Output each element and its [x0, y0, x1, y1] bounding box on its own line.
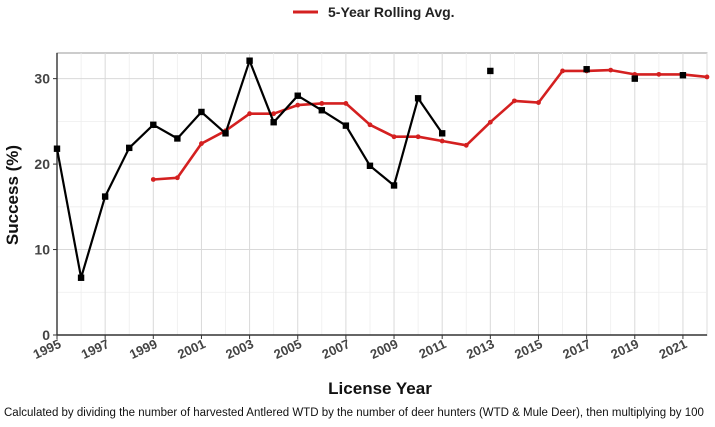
rolling-avg-point: [343, 101, 349, 106]
success-point: [438, 130, 446, 137]
success-point: [318, 107, 326, 114]
rolling-avg-point: [487, 119, 493, 125]
success-point: [150, 121, 157, 128]
success-point: [198, 108, 205, 116]
success-point: [631, 75, 638, 82]
rolling-avg-point: [199, 141, 204, 146]
success-point: [390, 182, 398, 189]
x-tick-label: 2005: [271, 336, 304, 362]
rolling-avg-point: [439, 138, 445, 144]
rolling-avg-point: [560, 68, 565, 74]
legend: 5-Year Rolling Avg.: [293, 4, 455, 20]
rolling-avg-point: [536, 100, 541, 105]
series-success: [53, 57, 687, 281]
x-axis-title: License Year: [328, 379, 432, 398]
x-tick-label: 2019: [608, 336, 641, 362]
success-point: [222, 130, 229, 137]
rolling-avg-line: [153, 68, 708, 181]
success-point: [246, 57, 253, 64]
success-point: [342, 122, 350, 129]
rolling-avg-point: [656, 71, 662, 77]
x-tick-label: 2021: [657, 336, 690, 362]
rolling-avg-point: [391, 134, 397, 140]
rolling-avg-point: [367, 122, 373, 128]
success-point: [294, 92, 301, 99]
x-tick-label: 2007: [320, 336, 353, 362]
grid: [56, 53, 708, 336]
x-tick-label: 1999: [127, 336, 160, 362]
series-layer: [53, 57, 710, 281]
y-tick-label: 10: [34, 242, 50, 258]
success-point: [77, 274, 85, 281]
plot-background: [56, 52, 708, 336]
success-point: [487, 67, 494, 75]
success-point: [679, 72, 687, 79]
x-tick-label: 2009: [368, 336, 401, 362]
x-tick-label: 2011: [417, 336, 449, 362]
rolling-avg-point: [415, 134, 421, 140]
success-point: [101, 193, 109, 200]
x-tick-label: 2001: [175, 336, 208, 362]
success-point: [53, 145, 61, 152]
x-tick-label: 2017: [560, 336, 593, 362]
x-tick-label: 2003: [223, 336, 256, 362]
plot-area: 0 10 20 30 1995 1997 1999 2001 2003 2005 2007 2009 2…: [31, 52, 710, 362]
rolling-avg-point: [150, 177, 156, 182]
success-point: [270, 119, 277, 126]
success-point: [366, 162, 374, 169]
chart-caption: Calculated by dividing the number of har…: [4, 407, 704, 419]
x-tick-label: 2015: [512, 336, 545, 362]
y-axis-title: Success (%): [3, 145, 22, 245]
x-tick-label: 1997: [79, 336, 112, 362]
rolling-avg-point: [463, 142, 469, 148]
rolling-avg-point: [319, 101, 325, 106]
legend-label-rolling-avg: 5-Year Rolling Avg.: [328, 4, 455, 20]
rolling-avg-point: [174, 175, 180, 181]
success-point: [126, 144, 133, 152]
x-tick-label: 2013: [464, 336, 497, 362]
success-point: [583, 66, 590, 73]
y-tick-label: 20: [34, 156, 50, 172]
y-tick-label: 30: [34, 71, 50, 87]
rolling-avg-point: [512, 98, 517, 104]
axes: [56, 53, 707, 336]
rolling-avg-point: [704, 74, 710, 80]
x-tick-label: 1995: [31, 336, 64, 362]
y-tick-label: 0: [42, 327, 50, 343]
rolling-avg-point: [295, 102, 301, 108]
rolling-avg-point: [247, 111, 252, 117]
success-point: [414, 95, 422, 102]
rolling-avg-point: [608, 67, 614, 73]
rolling-avg-point: [271, 111, 277, 117]
success-point: [174, 135, 181, 142]
